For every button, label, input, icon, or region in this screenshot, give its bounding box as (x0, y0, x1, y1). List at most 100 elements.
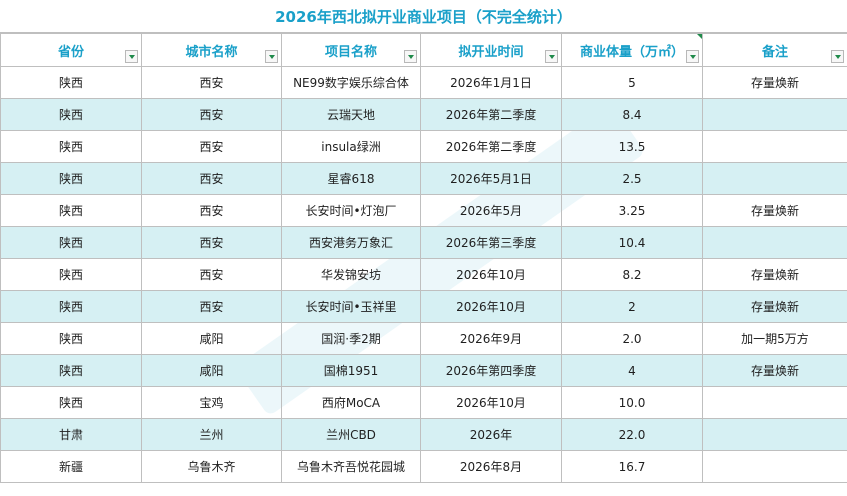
table-body: 陕西 西安 NE99数字娱乐综合体 2026年1月1日 5 存量焕新 陕西 西安 云瑞天地 202… (0, 66, 847, 483)
cell-open-time[interactable]: 2026年5月 (420, 194, 562, 227)
cell-project[interactable]: 国棉1951 (281, 354, 421, 387)
cell-remark[interactable] (702, 162, 847, 195)
cell-area[interactable]: 8.2 (561, 258, 703, 291)
cell-city[interactable]: 宝鸡 (141, 386, 282, 419)
table-row: 陕西 西安 星睿618 2026年5月1日 2.5 (0, 162, 847, 195)
cell-project[interactable]: 长安时间•灯泡厂 (281, 194, 421, 227)
cell-city[interactable]: 西安 (141, 258, 282, 291)
filter-dropdown-icon[interactable] (125, 50, 138, 63)
cell-province[interactable]: 陕西 (0, 162, 142, 195)
filter-dropdown-icon[interactable] (831, 50, 844, 63)
cell-remark[interactable] (702, 450, 847, 483)
cell-province[interactable]: 甘肃 (0, 418, 142, 451)
cell-province[interactable]: 陕西 (0, 66, 142, 99)
cell-area[interactable]: 8.4 (561, 98, 703, 131)
cell-project[interactable]: 乌鲁木齐吾悦花园城 (281, 450, 421, 483)
table-row: 陕西 西安 insula绿洲 2026年第二季度 13.5 (0, 130, 847, 163)
cell-city[interactable]: 西安 (141, 290, 282, 323)
cell-project[interactable]: NE99数字娱乐综合体 (281, 66, 421, 99)
cell-remark[interactable] (702, 386, 847, 419)
table-row: 陕西 咸阳 国润·季2期 2026年9月 2.0 加一期5万方 (0, 322, 847, 355)
column-header-remark: 备注 (702, 33, 847, 67)
cell-open-time[interactable]: 2026年第二季度 (420, 98, 562, 131)
cell-open-time[interactable]: 2026年1月1日 (420, 66, 562, 99)
cell-province[interactable]: 陕西 (0, 194, 142, 227)
cell-province[interactable]: 陕西 (0, 290, 142, 323)
cell-open-time[interactable]: 2026年第三季度 (420, 226, 562, 259)
cell-area[interactable]: 13.5 (561, 130, 703, 163)
sheet-title: 2026年西北拟开业商业项目（不完全统计） (0, 0, 847, 33)
cell-open-time[interactable]: 2026年第四季度 (420, 354, 562, 387)
cell-area[interactable]: 22.0 (561, 418, 703, 451)
cell-remark[interactable]: 存量焕新 (702, 354, 847, 387)
cell-project[interactable]: 国润·季2期 (281, 322, 421, 355)
cell-city[interactable]: 西安 (141, 66, 282, 99)
cell-remark[interactable]: 存量焕新 (702, 258, 847, 291)
cell-city[interactable]: 乌鲁木齐 (141, 450, 282, 483)
cell-area[interactable]: 2.0 (561, 322, 703, 355)
cell-remark[interactable] (702, 418, 847, 451)
cell-project[interactable]: 西府MoCA (281, 386, 421, 419)
cell-project[interactable]: 华发锦安坊 (281, 258, 421, 291)
cell-city[interactable]: 兰州 (141, 418, 282, 451)
cell-province[interactable]: 陕西 (0, 322, 142, 355)
column-header-label: 项目名称 (324, 44, 377, 60)
cell-city[interactable]: 西安 (141, 162, 282, 195)
cell-remark[interactable]: 存量焕新 (702, 194, 847, 227)
cell-open-time[interactable]: 2026年 (420, 418, 562, 451)
filter-dropdown-icon[interactable] (686, 50, 699, 63)
cell-area[interactable]: 2.5 (561, 162, 703, 195)
cell-open-time[interactable]: 2026年第二季度 (420, 130, 562, 163)
column-header-label: 省份 (57, 44, 84, 60)
cell-project[interactable]: 西安港务万象汇 (281, 226, 421, 259)
cell-area[interactable]: 2 (561, 290, 703, 323)
cell-open-time[interactable]: 2026年10月 (420, 386, 562, 419)
cell-remark[interactable]: 存量焕新 (702, 66, 847, 99)
cell-province[interactable]: 陕西 (0, 354, 142, 387)
cell-project[interactable]: 星睿618 (281, 162, 421, 195)
column-header-open-time: 拟开业时间 (420, 33, 562, 67)
cell-province[interactable]: 新疆 (0, 450, 142, 483)
table-row: 陕西 西安 云瑞天地 2026年第二季度 8.4 (0, 98, 847, 131)
cell-area[interactable]: 5 (561, 66, 703, 99)
cell-project[interactable]: 云瑞天地 (281, 98, 421, 131)
cell-province[interactable]: 陕西 (0, 258, 142, 291)
cell-city[interactable]: 咸阳 (141, 322, 282, 355)
column-header-label: 城市名称 (185, 44, 238, 60)
cell-area[interactable]: 4 (561, 354, 703, 387)
cell-remark[interactable] (702, 226, 847, 259)
cell-remark[interactable]: 加一期5万方 (702, 322, 847, 355)
cell-remark[interactable] (702, 130, 847, 163)
cell-project[interactable]: 兰州CBD (281, 418, 421, 451)
cell-city[interactable]: 西安 (141, 130, 282, 163)
table-row: 陕西 宝鸡 西府MoCA 2026年10月 10.0 (0, 386, 847, 419)
cell-area[interactable]: 16.7 (561, 450, 703, 483)
cell-open-time[interactable]: 2026年8月 (420, 450, 562, 483)
table-row: 甘肃 兰州 兰州CBD 2026年 22.0 (0, 418, 847, 451)
cell-province[interactable]: 陕西 (0, 98, 142, 131)
cell-province[interactable]: 陕西 (0, 130, 142, 163)
cell-area[interactable]: 3.25 (561, 194, 703, 227)
cell-project[interactable]: 长安时间•玉祥里 (281, 290, 421, 323)
cell-city[interactable]: 西安 (141, 98, 282, 131)
table-row: 陕西 西安 长安时间•玉祥里 2026年10月 2 存量焕新 (0, 290, 847, 323)
cell-open-time[interactable]: 2026年5月1日 (420, 162, 562, 195)
cell-open-time[interactable]: 2026年9月 (420, 322, 562, 355)
cell-city[interactable]: 西安 (141, 194, 282, 227)
filter-dropdown-icon[interactable] (265, 50, 278, 63)
cell-remark[interactable] (702, 98, 847, 131)
filter-dropdown-icon[interactable] (404, 50, 417, 63)
cell-province[interactable]: 陕西 (0, 386, 142, 419)
cell-city[interactable]: 咸阳 (141, 354, 282, 387)
cell-area[interactable]: 10.4 (561, 226, 703, 259)
cell-area[interactable]: 10.0 (561, 386, 703, 419)
cell-remark[interactable]: 存量焕新 (702, 290, 847, 323)
cell-province[interactable]: 陕西 (0, 226, 142, 259)
cell-open-time[interactable]: 2026年10月 (420, 290, 562, 323)
cell-project[interactable]: insula绿洲 (281, 130, 421, 163)
cell-open-time[interactable]: 2026年10月 (420, 258, 562, 291)
filter-dropdown-icon[interactable] (545, 50, 558, 63)
table-row: 新疆 乌鲁木齐 乌鲁木齐吾悦花园城 2026年8月 16.7 (0, 450, 847, 483)
cell-city[interactable]: 西安 (141, 226, 282, 259)
